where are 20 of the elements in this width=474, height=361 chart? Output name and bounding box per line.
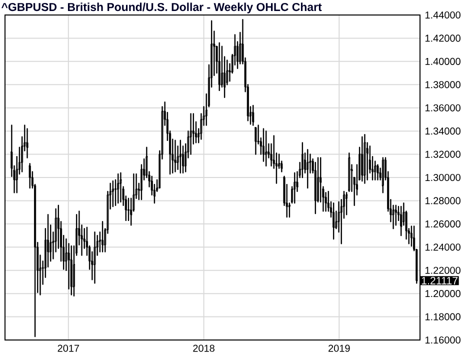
y-tick-label: 1.24000: [425, 244, 460, 251]
x-tick-label: 2018: [193, 344, 214, 352]
y-tick-label: 1.40000: [425, 58, 460, 65]
y-tick-label: 1.32000: [425, 150, 460, 158]
y-tick-label: 1.36000: [425, 104, 460, 112]
x-tick-label: 2019: [328, 344, 350, 352]
chart-title: ^GBPUSD - British Pound/U.S. Dollar - Weekly OHLC Chart: [2, 2, 322, 14]
y-tick-label: 1.26000: [425, 220, 460, 228]
y-tick-label: 1.38000: [425, 81, 460, 88]
text: 1.21117: [422, 276, 458, 284]
y-tick-label: 1.22000: [425, 266, 460, 274]
y-tick-label: 1.16000: [425, 336, 460, 344]
y-tick-label: 1.20000: [425, 290, 460, 298]
y-tick-label: 1.28000: [425, 197, 460, 204]
y-tick-label: 1.44000: [425, 11, 460, 19]
y-tick-label: 1.18000: [425, 313, 460, 320]
y-tick-label: 1.42000: [425, 34, 460, 42]
y-tick-label: 1.30000: [425, 174, 460, 182]
y-tick-label: 1.34000: [425, 128, 460, 135]
x-tick-label: 2017: [58, 344, 80, 352]
